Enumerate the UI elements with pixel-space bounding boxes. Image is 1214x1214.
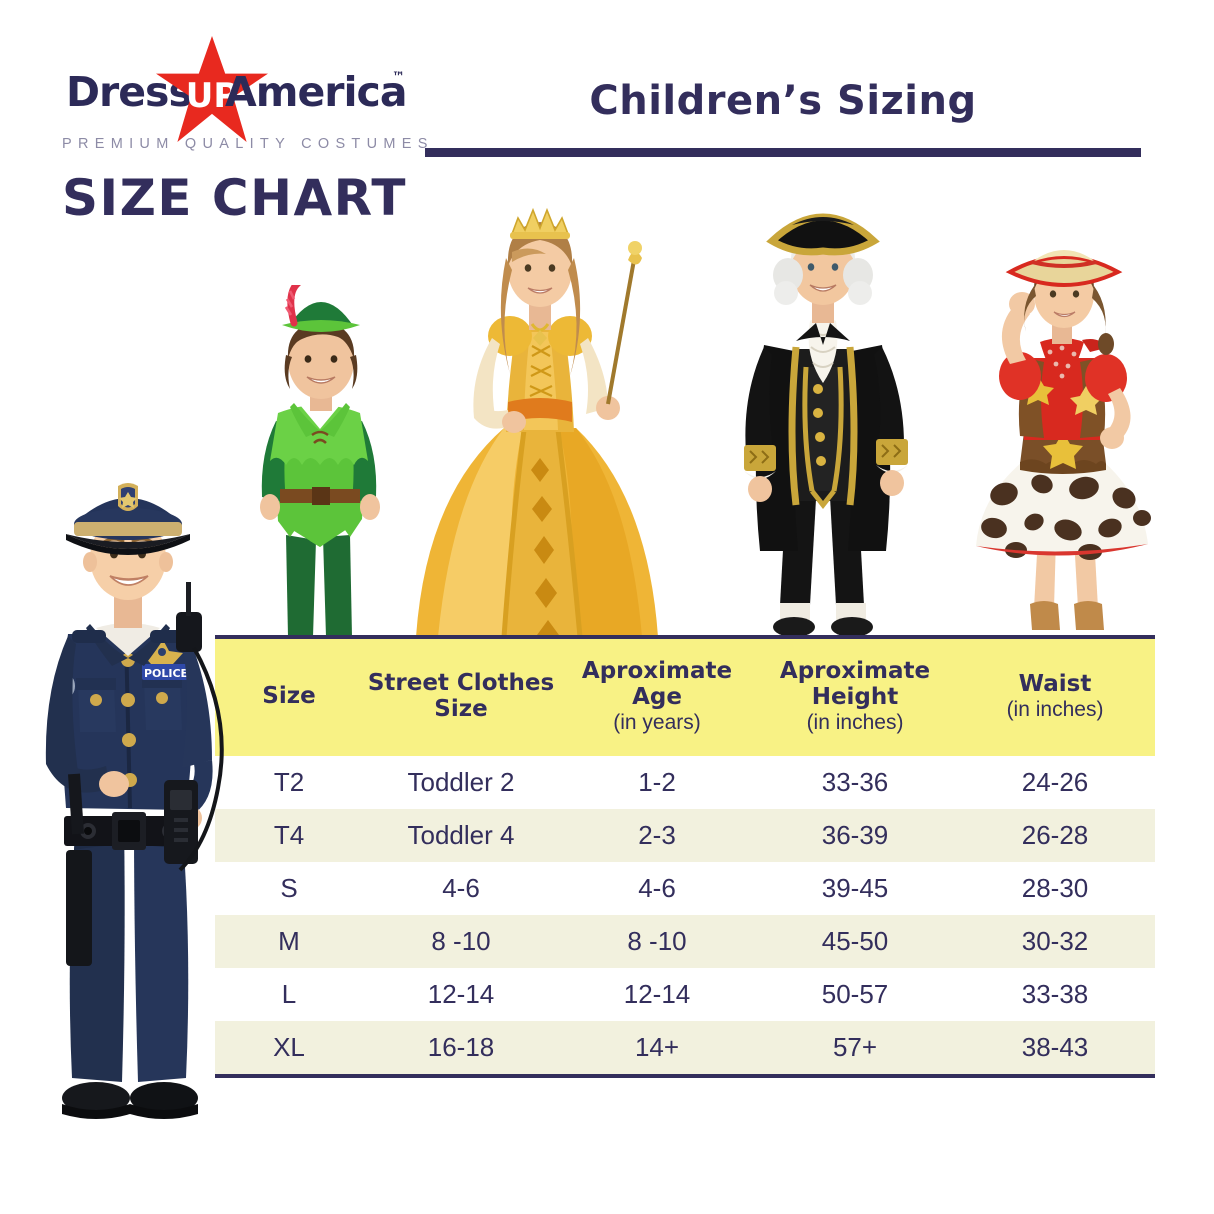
- cell-waist: 28-30: [955, 862, 1155, 916]
- column-header-size: Size: [215, 637, 363, 757]
- table-row: L 12-14 12-14 50-57 33-38: [215, 968, 1155, 1022]
- cell-size: T2: [215, 756, 363, 810]
- table-row: M 8 -10 8 -10 45-50 30-32: [215, 915, 1155, 969]
- cell-size: M: [215, 915, 363, 969]
- figure-peter-pan-costume: [228, 285, 413, 637]
- cell-street: 8 -10: [363, 915, 559, 969]
- cell-height: 45-50: [755, 915, 955, 969]
- title-divider: [425, 148, 1141, 157]
- column-header-street-title: Street Clothes Size: [367, 669, 555, 722]
- brand-name-star-text: UP: [185, 76, 239, 116]
- column-header-age-title: Aproximate Age: [581, 658, 733, 710]
- cell-age: 14+: [559, 1021, 755, 1077]
- cell-size: XL: [215, 1021, 363, 1077]
- cell-height: 57+: [755, 1021, 955, 1077]
- cell-size: L: [215, 968, 363, 1022]
- brand-wordmark: Dress UP America ™: [62, 34, 412, 142]
- figure-cowgirl-costume: [958, 236, 1166, 636]
- colonial-costume-illustration: [744, 213, 908, 637]
- cell-street: 4-6: [363, 862, 559, 916]
- svg-text:POLICE: POLICE: [144, 667, 188, 680]
- brand-logo-block: Dress UP America ™ PREMIUM QUALITY COSTU…: [62, 34, 434, 227]
- figure-golden-princess-costume: [412, 196, 702, 637]
- cell-waist: 38-43: [955, 1021, 1155, 1077]
- column-header-age-units: (in years): [613, 710, 701, 734]
- document-label: SIZE CHART: [62, 169, 408, 227]
- figure-police-officer-costume: POLICE: [18, 478, 250, 1168]
- column-header-size-title: Size: [262, 682, 316, 709]
- column-header-waist: Waist (in inches): [955, 637, 1155, 757]
- column-header-waist-units: (in inches): [1006, 697, 1104, 721]
- brand-name-part2: America: [225, 68, 408, 116]
- cell-age: 4-6: [559, 862, 755, 916]
- table-header-row: Size Street Clothes Size Aproximate Age …: [215, 637, 1155, 757]
- cell-street: Toddler 2: [363, 756, 559, 810]
- table-header: Size Street Clothes Size Aproximate Age …: [215, 637, 1155, 757]
- column-header-approximate-age: Aproximate Age (in years): [559, 637, 755, 757]
- cell-waist: 33-38: [955, 968, 1155, 1022]
- size-chart-table: Size Street Clothes Size Aproximate Age …: [215, 635, 1155, 1079]
- table-row: T2 Toddler 2 1-2 33-36 24-26: [215, 756, 1155, 810]
- cowgirl-costume-illustration: [976, 250, 1151, 630]
- column-header-height-title: Aproximate Height: [779, 658, 931, 710]
- column-header-street-clothes-size: Street Clothes Size: [363, 637, 559, 757]
- table-body: T2 Toddler 2 1-2 33-36 24-26 T4 Toddler …: [215, 756, 1155, 1077]
- cell-size: T4: [215, 809, 363, 863]
- table-row: S 4-6 4-6 39-45 28-30: [215, 862, 1155, 916]
- column-header-waist-title: Waist: [1018, 670, 1092, 697]
- police-officer-costume-illustration: POLICE: [45, 483, 224, 1119]
- cell-street: 16-18: [363, 1021, 559, 1077]
- cell-street: 12-14: [363, 968, 559, 1022]
- cell-waist: 26-28: [955, 809, 1155, 863]
- cell-height: 50-57: [755, 968, 955, 1022]
- cell-age: 1-2: [559, 756, 755, 810]
- trademark-symbol: ™: [392, 70, 405, 85]
- cell-age: 8 -10: [559, 915, 755, 969]
- cell-street: Toddler 4: [363, 809, 559, 863]
- column-header-approximate-height: Aproximate Height (in inches): [755, 637, 955, 757]
- page-title: Children’s Sizing: [589, 78, 977, 124]
- table-row: XL 16-18 14+ 57+ 38-43: [215, 1021, 1155, 1077]
- figure-colonial-costume: [706, 205, 938, 637]
- cell-waist: 30-32: [955, 915, 1155, 969]
- cell-size: S: [215, 862, 363, 916]
- cell-height: 39-45: [755, 862, 955, 916]
- column-header-height-units: (in inches): [806, 710, 904, 734]
- cell-age: 12-14: [559, 968, 755, 1022]
- cell-age: 2-3: [559, 809, 755, 863]
- brand-tagline: PREMIUM QUALITY COSTUMES: [62, 136, 434, 152]
- peter-pan-costume-illustration: [260, 285, 380, 637]
- cell-height: 36-39: [755, 809, 955, 863]
- cell-waist: 24-26: [955, 756, 1155, 810]
- golden-princess-costume-illustration: [416, 207, 658, 637]
- table-row: T4 Toddler 4 2-3 36-39 26-28: [215, 809, 1155, 863]
- cell-height: 33-36: [755, 756, 955, 810]
